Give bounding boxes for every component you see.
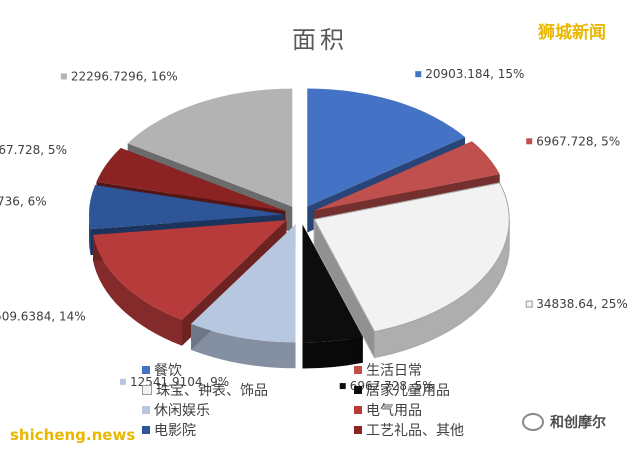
data-label: 6967.728, 5% bbox=[350, 379, 434, 393]
legend-label: 休闲娱乐 bbox=[154, 403, 210, 419]
pie-slice-side bbox=[302, 336, 363, 369]
data-label: 6967.728, 5% bbox=[0, 143, 67, 157]
data-label: 8361.2736, 6% bbox=[0, 194, 47, 208]
data-label: 34838.64, 25% bbox=[536, 297, 628, 311]
pie-slice-top bbox=[96, 147, 286, 212]
legend-label: 工艺礼品、其他 bbox=[366, 423, 464, 439]
pie-slice-top bbox=[313, 182, 510, 333]
pie-slice-top bbox=[191, 224, 296, 343]
chat-bubble-icon bbox=[522, 413, 544, 431]
watermark-left: shicheng.news bbox=[10, 426, 136, 444]
data-label-key bbox=[119, 378, 126, 385]
legend-item: 居家儿童用品 bbox=[354, 380, 450, 400]
legend-item: 珠宝、钟表、饰品 bbox=[142, 380, 268, 400]
pie-slice-side bbox=[93, 234, 183, 346]
legend-label: 电气用品 bbox=[366, 403, 422, 419]
legend-swatch bbox=[354, 386, 362, 394]
data-label-key bbox=[60, 73, 67, 80]
data-label: 6967.728, 5% bbox=[536, 134, 620, 148]
legend-label: 珠宝、钟表、饰品 bbox=[156, 383, 268, 399]
data-label-key bbox=[339, 383, 346, 390]
legend-label: 居家儿童用品 bbox=[366, 383, 450, 399]
legend-swatch bbox=[354, 426, 362, 434]
pie-slice-top bbox=[302, 224, 363, 343]
watermark-right-text: 和创摩尔 bbox=[550, 415, 606, 431]
chart-title: 面积 bbox=[292, 26, 348, 54]
legend-item: 电气用品 bbox=[354, 400, 422, 420]
legend-item: 生活日常 bbox=[354, 360, 422, 380]
data-label-key bbox=[525, 300, 533, 308]
brand-logo-text: 狮城新闻 bbox=[538, 23, 606, 43]
data-label: 19509.6384, 14% bbox=[0, 310, 86, 324]
legend-label: 电影院 bbox=[154, 423, 196, 439]
legend-label: 生活日常 bbox=[366, 363, 422, 379]
pie-slice-top bbox=[314, 141, 500, 211]
data-label-key bbox=[526, 138, 533, 145]
pie-slice-top bbox=[93, 220, 287, 320]
data-label: 20903.184, 15% bbox=[425, 67, 524, 81]
data-label: 12541.9104, 9% bbox=[130, 375, 229, 389]
pie-slice bbox=[313, 182, 510, 359]
pie-slice-side bbox=[89, 214, 91, 256]
pie-slice-top bbox=[307, 88, 466, 207]
legend-item: 电影院 bbox=[142, 420, 196, 440]
legend-swatch bbox=[354, 406, 362, 414]
pie-slice-top bbox=[127, 88, 293, 207]
pie-slice-side bbox=[191, 323, 296, 369]
legend-label: 餐饮 bbox=[154, 363, 182, 379]
legend-swatch bbox=[142, 366, 150, 374]
legend-swatch bbox=[142, 385, 152, 395]
legend-swatch bbox=[354, 366, 362, 374]
pie-slice-top bbox=[89, 185, 285, 230]
data-label: 22296.7296, 16% bbox=[71, 69, 178, 83]
legend-item: 休闲娱乐 bbox=[142, 400, 210, 420]
legend-swatch bbox=[142, 426, 150, 434]
watermark-right: 和创摩尔 bbox=[522, 412, 606, 432]
pie-slice bbox=[302, 224, 363, 369]
pie-slice bbox=[191, 224, 296, 369]
data-label-key bbox=[415, 71, 422, 78]
legend-swatch bbox=[142, 406, 150, 414]
legend-item: 工艺礼品、其他 bbox=[354, 420, 464, 440]
legend-item: 餐饮 bbox=[142, 360, 182, 380]
